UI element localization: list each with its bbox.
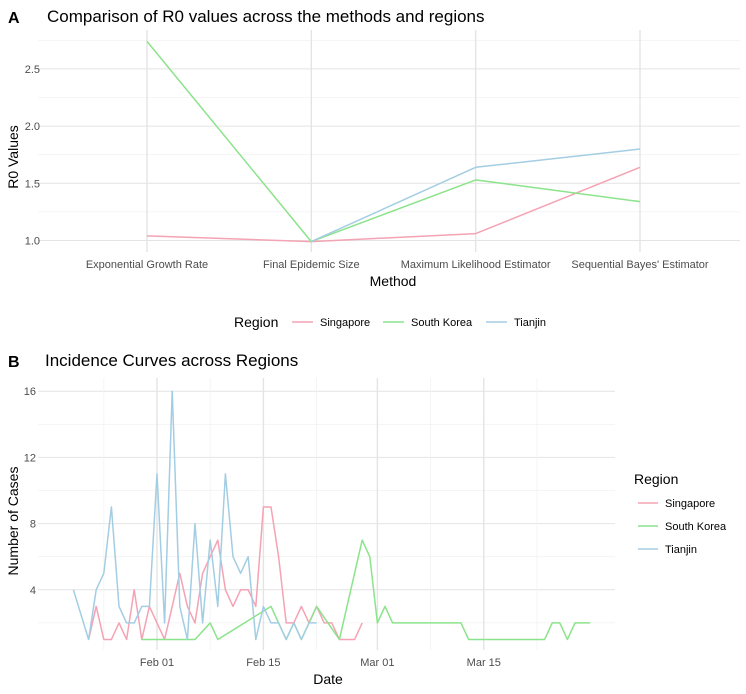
a-y-tick-label-3: 2.5 (25, 64, 40, 76)
panel-a-title: Comparison of R0 values across the metho… (47, 7, 485, 26)
a-x-tick-label-exponential-growth-rate: Exponential Growth Rate (86, 259, 208, 271)
b-x-tick-label-3: Mar 15 (467, 657, 501, 669)
panel-a-x-tick-labels: Exponential Growth Rate Final Epidemic Si… (86, 259, 709, 271)
panel-b-label: B (8, 354, 20, 371)
panel-b-x-axis-label: Date (313, 671, 343, 687)
panel-b-legend-title: Region (634, 471, 678, 487)
panel-a-grid (38, 30, 740, 252)
a-y-tick-label-1: 1.5 (25, 178, 40, 190)
panel-b: B Incidence Curves across Regions 4 8 12 16… (5, 351, 727, 687)
legend-a-tianjin-label: Tianjin (514, 317, 546, 329)
a-y-tick-label-2: 2.0 (25, 121, 40, 133)
panel-b-grid (38, 378, 615, 650)
panel-a-y-axis-label: R0 Values (5, 125, 21, 189)
a-series-line-south-korea (146, 40, 641, 243)
b-x-tick-label-1: Feb 15 (246, 657, 280, 669)
legend-a-south-korea-label: South Korea (411, 317, 473, 329)
panel-b-legend: Region Singapore South Korea Tianjin (634, 471, 727, 556)
b-y-tick-label-1: 8 (30, 519, 36, 531)
panel-a-series-lines (146, 40, 641, 243)
legend-b-south-korea-label: South Korea (665, 521, 727, 533)
legend-a-singapore-label: Singapore (320, 317, 370, 329)
panel-a-label: A (8, 10, 20, 27)
legend-b-tianjin-label: Tianjin (665, 544, 697, 556)
a-x-tick-label-maximum-likelihood-estimator: Maximum Likelihood Estimator (401, 259, 551, 271)
panel-b-x-tick-labels: Feb 01 Feb 15 Mar 01 Mar 15 (140, 657, 501, 669)
a-y-tick-label-0: 1.0 (25, 236, 40, 248)
panel-a-y-tick-labels: 1.0 1.5 2.0 2.5 (25, 64, 40, 248)
b-y-tick-label-0: 4 (30, 585, 36, 597)
a-series-line-tianjin (310, 148, 641, 243)
panel-b-series-lines (72, 390, 591, 641)
panel-b-y-axis-label: Number of Cases (5, 467, 21, 576)
panel-a-legend-title: Region (234, 314, 278, 330)
panel-a-legend: Region Singapore South Korea Tianjin (234, 314, 546, 330)
panel-b-y-tick-labels: 4 8 12 16 (24, 386, 36, 597)
panel-a: A Comparison of R0 values across the met… (5, 7, 740, 330)
b-y-tick-label-2: 12 (24, 452, 36, 464)
b-x-tick-label-2: Mar 01 (360, 657, 394, 669)
panel-a-x-axis-label: Method (370, 273, 417, 289)
b-series-line-tianjin (72, 390, 317, 641)
b-series-line-singapore (87, 506, 363, 641)
a-x-tick-label-sequential-bayes-estimator: Sequential Bayes' Estimator (571, 259, 709, 271)
b-y-tick-label-3: 16 (24, 386, 36, 398)
a-series-line-singapore (146, 166, 641, 243)
a-x-tick-label-final-epidemic-size: Final Epidemic Size (263, 259, 360, 271)
b-x-tick-label-0: Feb 01 (140, 657, 174, 669)
panel-b-title: Incidence Curves across Regions (45, 351, 298, 370)
legend-b-singapore-label: Singapore (665, 498, 715, 510)
